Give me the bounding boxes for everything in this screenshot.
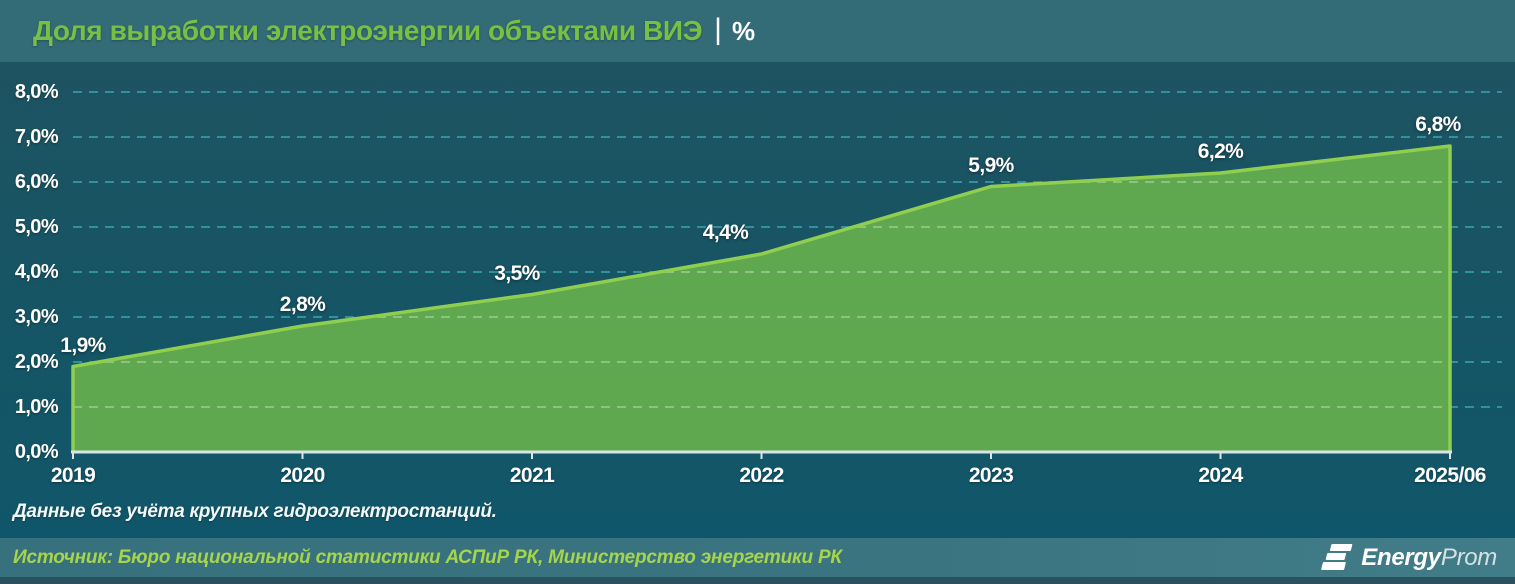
y-axis-tick-label: 6,0% — [14, 171, 59, 193]
y-axis-tick-label: 1,0% — [14, 396, 59, 418]
data-point-label: 3,5% — [494, 261, 540, 285]
data-point-label: 5,9% — [968, 153, 1014, 177]
logo-wordmark: EnergyProm — [1361, 544, 1497, 572]
y-axis-tick-label: 3,0% — [14, 306, 59, 328]
x-axis-tick-label: 2022 — [739, 464, 784, 487]
y-axis-tick-label: 4,0% — [14, 261, 59, 283]
data-point-label: 1,9% — [60, 333, 106, 357]
x-axis-tick-label: 2025/06 — [1414, 464, 1486, 487]
y-axis-tick-label: 8,0% — [14, 81, 59, 103]
bottom-strip — [0, 577, 1515, 584]
y-axis-tick-label: 0,0% — [14, 441, 59, 463]
y-axis-tick-label: 5,0% — [14, 216, 59, 238]
x-axis-tick-label: 2021 — [509, 464, 555, 487]
page-title: Доля выработки электроэнергии объектами … — [33, 15, 703, 46]
header-bar: Доля выработки электроэнергии объектами … — [0, 0, 1515, 62]
x-axis-tick-label: 2024 — [1198, 464, 1243, 487]
source-text: Источник: Бюро национальной статистики А… — [13, 546, 842, 568]
title-unit: % — [731, 15, 756, 46]
x-axis-tick-label: 2023 — [968, 464, 1014, 487]
logo-text-prom: Prom — [1440, 543, 1497, 571]
data-point-label: 6,8% — [1415, 113, 1461, 136]
data-point-label: 4,4% — [702, 221, 749, 244]
source-bar: Источник: Бюро национальной статистики А… — [0, 538, 1515, 577]
footnote-text: Данные без учёта крупных гидроэлектроста… — [13, 501, 497, 522]
data-point-label: 6,2% — [1197, 140, 1244, 163]
data-point-label: 2,8% — [279, 293, 326, 316]
y-axis-tick-label: 7,0% — [14, 126, 59, 148]
y-axis-tick-label: 2,0% — [14, 351, 59, 373]
energyprom-logo-icon — [1321, 543, 1353, 570]
logo-text-energy: Energy — [1361, 543, 1441, 571]
title-separator: | — [714, 13, 722, 46]
energyprom-logo: EnergyProm — [1320, 542, 1497, 574]
x-axis-tick-label: 2019 — [50, 464, 96, 487]
x-axis-tick-label: 2020 — [280, 464, 325, 487]
